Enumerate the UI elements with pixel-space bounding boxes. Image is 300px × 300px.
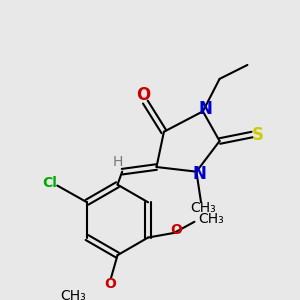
Text: N: N <box>192 164 206 182</box>
Text: Cl: Cl <box>42 176 57 190</box>
Text: N: N <box>199 100 213 118</box>
Text: O: O <box>136 85 151 103</box>
Text: CH₃: CH₃ <box>190 201 216 215</box>
Text: S: S <box>252 125 264 143</box>
Text: H: H <box>112 155 123 170</box>
Text: O: O <box>170 223 182 237</box>
Text: O: O <box>104 277 116 291</box>
Text: CH₃: CH₃ <box>60 289 86 300</box>
Text: CH₃: CH₃ <box>198 212 224 226</box>
